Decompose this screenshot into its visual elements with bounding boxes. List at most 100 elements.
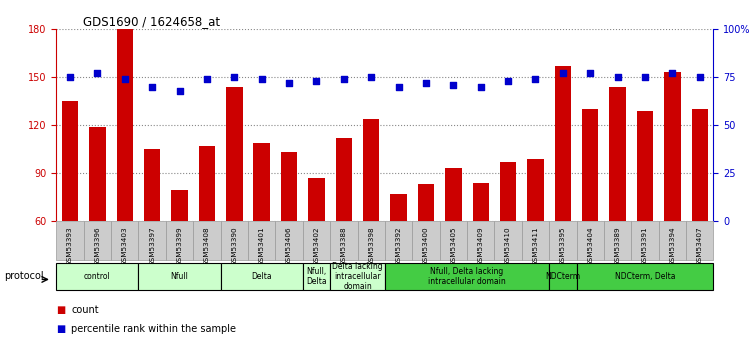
FancyBboxPatch shape	[193, 221, 221, 260]
Point	[420, 80, 432, 86]
Text: percentile rank within the sample: percentile rank within the sample	[71, 324, 237, 334]
Point	[228, 75, 240, 80]
Bar	[171, 190, 188, 317]
Bar	[692, 109, 708, 317]
FancyBboxPatch shape	[577, 263, 713, 290]
Text: GSM53411: GSM53411	[532, 227, 538, 266]
FancyBboxPatch shape	[632, 221, 659, 260]
Bar	[336, 138, 352, 317]
Bar	[62, 101, 78, 317]
Text: GSM53402: GSM53402	[313, 227, 319, 266]
FancyBboxPatch shape	[56, 263, 138, 290]
Bar	[527, 159, 544, 317]
Text: ■: ■	[56, 324, 65, 334]
Text: GSM53388: GSM53388	[341, 227, 347, 266]
Text: GSM53394: GSM53394	[669, 227, 675, 266]
Point	[666, 71, 678, 76]
Text: ■: ■	[56, 305, 65, 315]
Text: count: count	[71, 305, 99, 315]
Bar	[116, 29, 133, 317]
FancyBboxPatch shape	[330, 221, 357, 260]
FancyBboxPatch shape	[303, 263, 330, 290]
Point	[146, 84, 158, 90]
Bar	[500, 162, 517, 317]
Point	[64, 75, 76, 80]
Text: GSM53397: GSM53397	[149, 227, 155, 266]
Text: Delta lacking
intracellular
domain: Delta lacking intracellular domain	[332, 262, 383, 290]
Point	[255, 76, 267, 82]
Point	[556, 71, 569, 76]
Text: GSM53400: GSM53400	[423, 227, 429, 266]
FancyBboxPatch shape	[412, 221, 439, 260]
Text: Delta: Delta	[252, 272, 272, 281]
Point	[448, 82, 460, 88]
Point	[283, 80, 295, 86]
FancyBboxPatch shape	[303, 221, 330, 260]
Point	[393, 84, 405, 90]
Bar	[226, 87, 243, 317]
Text: GSM53406: GSM53406	[286, 227, 292, 266]
FancyBboxPatch shape	[138, 221, 166, 260]
Point	[502, 78, 514, 84]
FancyBboxPatch shape	[166, 221, 193, 260]
FancyBboxPatch shape	[221, 221, 248, 260]
FancyBboxPatch shape	[522, 221, 549, 260]
FancyBboxPatch shape	[549, 263, 577, 290]
Bar	[555, 66, 571, 317]
FancyBboxPatch shape	[385, 221, 412, 260]
FancyBboxPatch shape	[111, 221, 138, 260]
Point	[475, 84, 487, 90]
Bar	[253, 142, 270, 317]
FancyBboxPatch shape	[56, 221, 83, 260]
FancyBboxPatch shape	[357, 221, 385, 260]
Text: GSM53393: GSM53393	[67, 227, 73, 266]
FancyBboxPatch shape	[83, 221, 111, 260]
FancyBboxPatch shape	[686, 221, 713, 260]
Bar	[472, 183, 489, 317]
Text: GSM53410: GSM53410	[505, 227, 511, 266]
FancyBboxPatch shape	[276, 221, 303, 260]
Text: GSM53392: GSM53392	[396, 227, 402, 266]
Bar	[281, 152, 297, 317]
FancyBboxPatch shape	[577, 221, 604, 260]
Bar	[637, 111, 653, 317]
FancyBboxPatch shape	[385, 263, 549, 290]
Point	[201, 76, 213, 82]
FancyBboxPatch shape	[439, 221, 467, 260]
Text: GSM53409: GSM53409	[478, 227, 484, 266]
Text: GSM53395: GSM53395	[559, 227, 566, 266]
Point	[310, 78, 322, 84]
Point	[529, 76, 541, 82]
Bar	[609, 87, 626, 317]
Text: GSM53401: GSM53401	[258, 227, 264, 266]
Text: GSM53399: GSM53399	[176, 227, 182, 266]
Point	[611, 75, 623, 80]
Point	[338, 76, 350, 82]
Text: Nfull,
Delta: Nfull, Delta	[306, 267, 327, 286]
Bar	[308, 178, 324, 317]
Text: protocol: protocol	[4, 272, 44, 281]
Text: GSM53389: GSM53389	[614, 227, 620, 266]
Bar	[445, 168, 462, 317]
FancyBboxPatch shape	[604, 221, 632, 260]
Text: control: control	[84, 272, 110, 281]
FancyBboxPatch shape	[248, 221, 276, 260]
Bar	[664, 72, 680, 317]
FancyBboxPatch shape	[659, 221, 686, 260]
Text: GSM53390: GSM53390	[231, 227, 237, 266]
Text: GDS1690 / 1624658_at: GDS1690 / 1624658_at	[83, 16, 220, 29]
Text: GSM53407: GSM53407	[697, 227, 703, 266]
Text: GSM53405: GSM53405	[451, 227, 457, 266]
Text: GSM53408: GSM53408	[204, 227, 210, 266]
Bar	[582, 109, 599, 317]
Text: GSM53398: GSM53398	[368, 227, 374, 266]
Bar	[391, 194, 407, 317]
Text: Nfull, Delta lacking
intracellular domain: Nfull, Delta lacking intracellular domai…	[428, 267, 506, 286]
Bar	[418, 184, 434, 317]
Text: GSM53391: GSM53391	[642, 227, 648, 266]
Point	[365, 75, 377, 80]
Text: NDCterm: NDCterm	[545, 272, 581, 281]
Text: Nfull: Nfull	[170, 272, 189, 281]
Point	[92, 71, 104, 76]
FancyBboxPatch shape	[330, 263, 385, 290]
